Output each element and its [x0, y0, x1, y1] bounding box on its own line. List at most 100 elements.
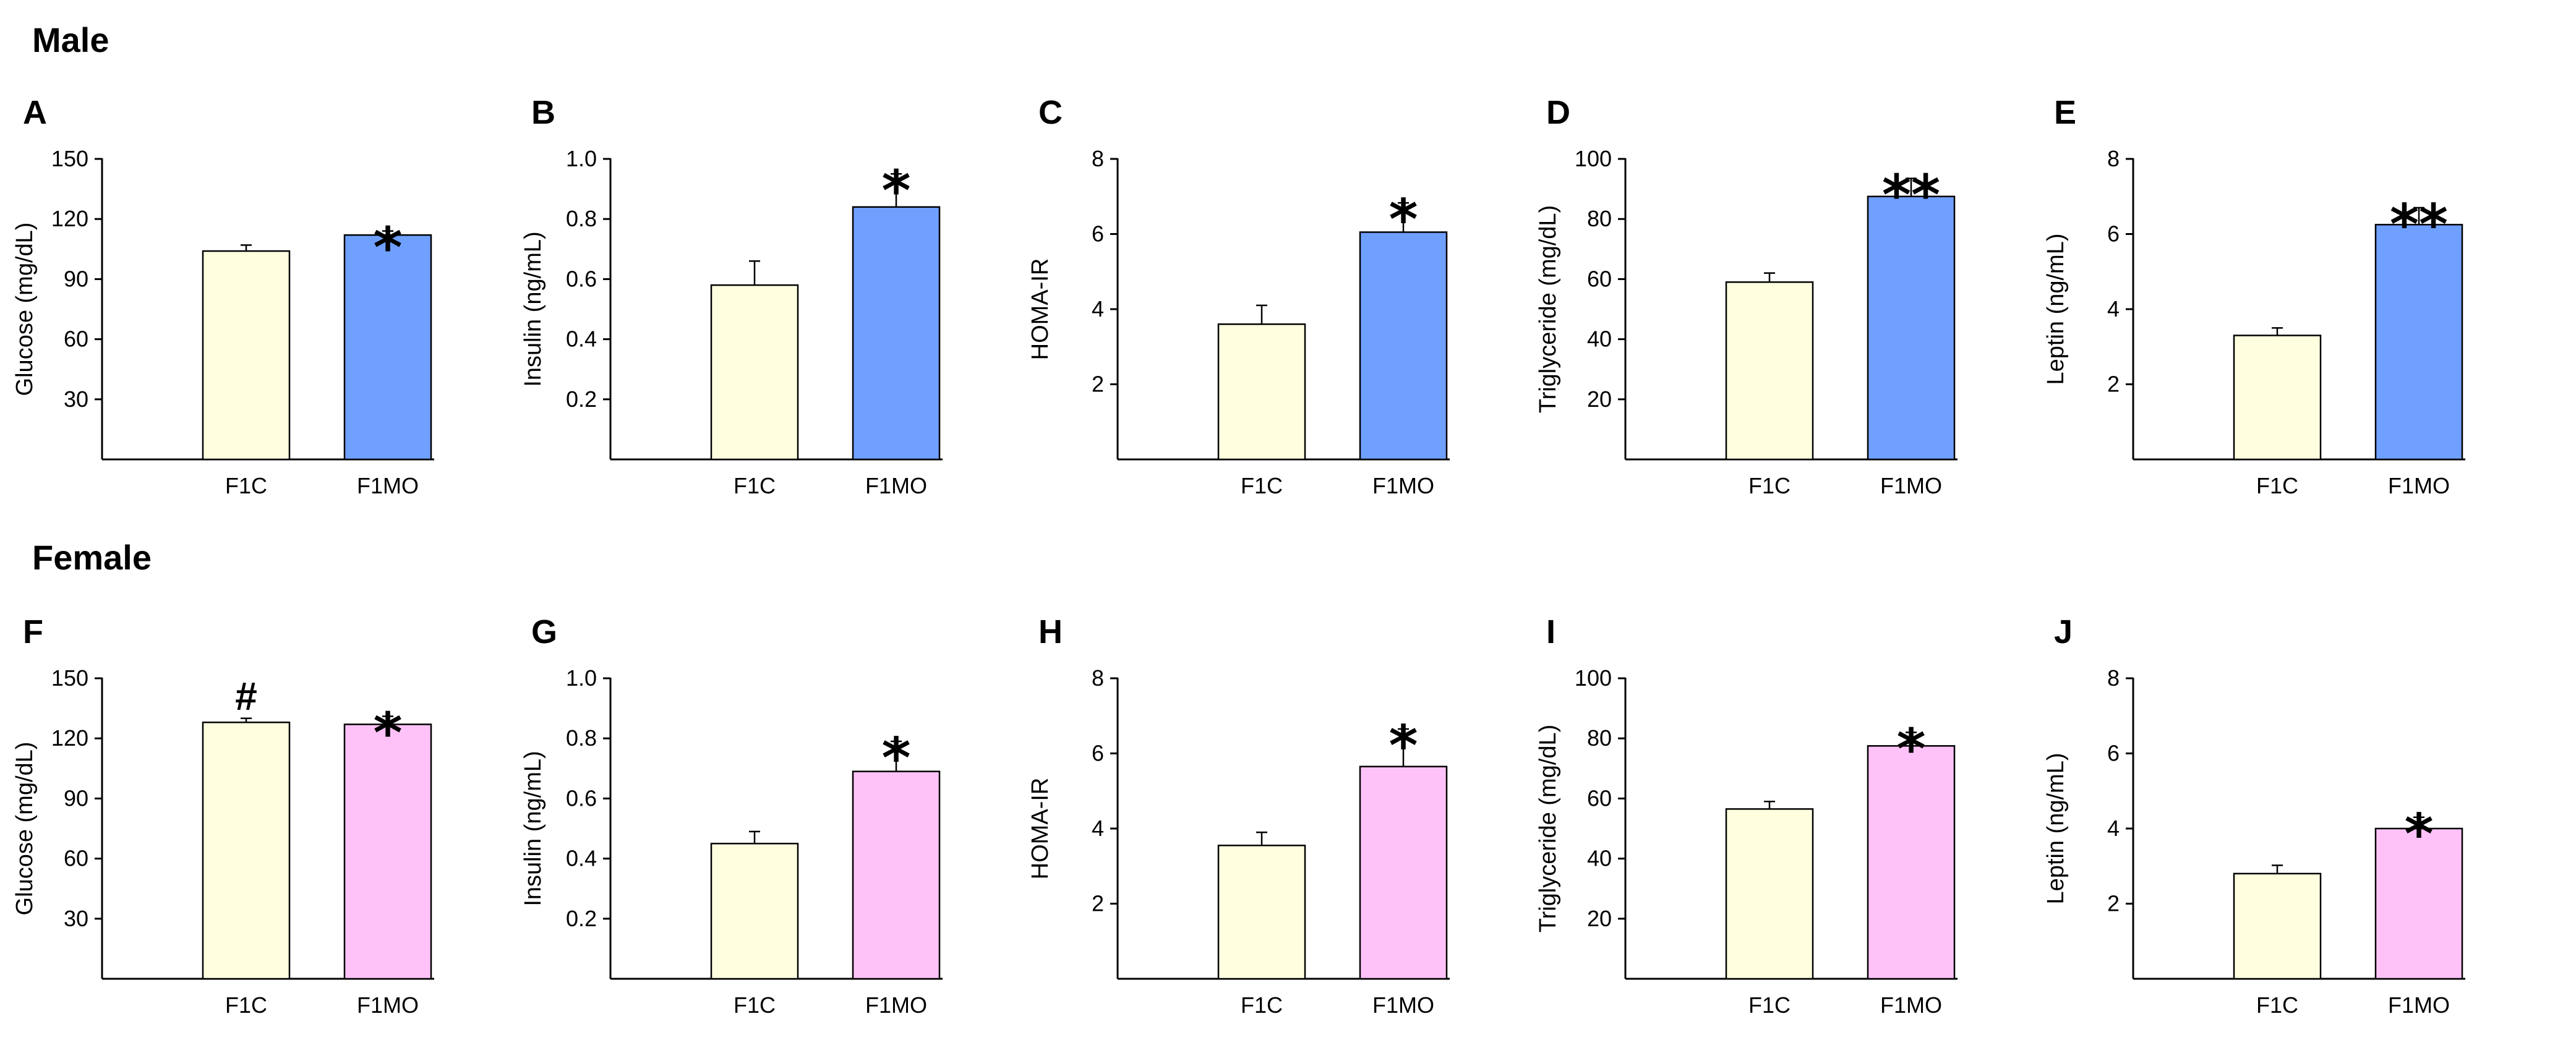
significance-marker: * — [2404, 802, 2433, 867]
y-tick-label: 1.0 — [566, 146, 597, 171]
bar-f1mo — [1867, 745, 1956, 980]
category-label-f1mo: F1MO — [865, 473, 927, 498]
category-label-f1c: F1C — [734, 473, 776, 498]
panel-h: H 2 4 6 8 HOMA-IR F1C F1MO * — [1027, 613, 1450, 1018]
bar-f1mo — [343, 234, 432, 461]
category-label-f1c: F1C — [1748, 473, 1791, 498]
bar-f1c — [1217, 323, 1306, 461]
y-tick-label: 0.6 — [566, 266, 597, 291]
category-label-f1mo: F1MO — [357, 473, 419, 498]
panel-g: G 0.2 0.4 0.6 0.8 1.0 Insulin (ng/mL) F1C F1MO * — [520, 613, 943, 1018]
y-tick-label: 8 — [1092, 146, 1104, 171]
y-tick-label: 6 — [1092, 741, 1104, 766]
y-tick-label: 6 — [2107, 221, 2120, 247]
bar-f1c — [710, 284, 799, 461]
category-label-f1mo: F1MO — [2388, 473, 2450, 498]
panel-letter-f: F — [23, 613, 43, 650]
category-label-f1mo: F1MO — [865, 992, 927, 1018]
bar-f1c — [2233, 872, 2322, 980]
panel-letter-g: G — [531, 613, 557, 650]
panel-i: I 20 40 60 80 100 Triglyceride (mg/dL) F1C F1MO * — [1535, 613, 1958, 1018]
panel-letter-h: H — [1038, 613, 1063, 650]
bar-f1c — [202, 250, 291, 461]
y-tick-label: 80 — [1587, 206, 1612, 231]
panel-d: D 20 40 60 80 100 Triglyceride (mg/dL) F1C F1MO *… — [1535, 94, 1958, 498]
significance-marker: * — [1389, 714, 1418, 778]
y-axis-title: HOMA-IR — [1027, 778, 1053, 880]
y-tick-label: 60 — [1587, 785, 1612, 811]
y-tick-label: 40 — [1587, 326, 1612, 352]
significance-marker: * — [1896, 717, 1925, 782]
y-tick-label: 40 — [1587, 846, 1612, 871]
bar-f1c — [202, 722, 291, 980]
category-label-f1mo: F1MO — [357, 992, 419, 1018]
y-axis-title: Insulin (ng/mL) — [520, 751, 546, 906]
y-axis-title: Glucose (mg/dL) — [12, 223, 38, 396]
y-tick-label: 4 — [1092, 816, 1104, 841]
y-tick-label: 20 — [1587, 906, 1612, 931]
y-tick-label: 8 — [2107, 146, 2120, 171]
category-label-f1c: F1C — [1241, 473, 1283, 498]
y-tick-label: 0.2 — [566, 386, 597, 412]
bar-f1c — [1725, 281, 1814, 461]
y-tick-label: 30 — [64, 386, 88, 412]
panel-letter-e: E — [2054, 94, 2076, 131]
panel-f: F 30 60 90 120 150 Glucose (mg/dL) F1C # F1MO * — [12, 613, 434, 1018]
panel-letter-b: B — [531, 94, 555, 131]
y-tick-label: 2 — [1092, 372, 1104, 397]
y-tick-label: 150 — [51, 146, 88, 171]
panel-e: E 2 4 6 8 Leptin (ng/mL) F1C F1MO ** — [2043, 94, 2465, 498]
significance-marker: * — [1389, 187, 1418, 252]
y-tick-label: 2 — [2107, 891, 2120, 916]
y-tick-label: 6 — [1092, 221, 1104, 247]
y-tick-label: 150 — [51, 665, 88, 691]
significance-marker: * — [373, 216, 402, 281]
y-tick-label: 4 — [2107, 296, 2120, 322]
y-tick-label: 60 — [64, 846, 88, 871]
y-tick-label: 120 — [51, 206, 88, 231]
y-tick-label: 0.2 — [566, 906, 597, 931]
panel-a: A 30 60 90 120 150 Glucose (mg/dL) F1C F1MO * — [12, 94, 434, 498]
bar-f1mo — [2374, 827, 2463, 980]
y-axis-title: Leptin (ng/mL) — [2043, 752, 2069, 904]
y-tick-label: 1.0 — [566, 665, 597, 691]
category-label-f1mo: F1MO — [1372, 992, 1434, 1018]
y-axis-title: Leptin (ng/mL) — [2043, 233, 2069, 385]
category-label-f1c: F1C — [2256, 473, 2298, 498]
category-label-f1mo: F1MO — [1880, 992, 1942, 1018]
y-tick-label: 2 — [2107, 372, 2120, 397]
section-title-male: Male — [32, 20, 109, 59]
y-tick-label: 0.6 — [566, 785, 597, 811]
y-tick-label: 30 — [64, 906, 88, 931]
significance-marker: * — [881, 158, 910, 223]
bar-f1c — [2233, 335, 2322, 461]
category-label-f1c: F1C — [225, 992, 267, 1018]
y-tick-label: 2 — [1092, 891, 1104, 916]
category-label-f1mo: F1MO — [2388, 992, 2450, 1018]
category-label-f1c: F1C — [1748, 992, 1791, 1018]
bar-f1mo — [1359, 765, 1448, 980]
bar-f1mo — [852, 206, 941, 461]
significance-marker: * — [881, 726, 910, 791]
y-tick-label: 0.4 — [566, 326, 597, 352]
significance-marker: ** — [2390, 192, 2448, 257]
category-label-f1mo: F1MO — [1372, 473, 1434, 498]
y-axis-title: Triglyceride (mg/dL) — [1535, 205, 1561, 413]
category-label-f1c: F1C — [2256, 992, 2298, 1018]
y-tick-label: 100 — [1575, 146, 1612, 171]
y-tick-label: 0.8 — [566, 725, 597, 751]
y-axis-title: Triglyceride (mg/dL) — [1535, 725, 1561, 932]
y-axis-title: HOMA-IR — [1027, 258, 1053, 360]
section-title-female: Female — [32, 538, 152, 577]
y-tick-label: 0.8 — [566, 206, 597, 231]
y-tick-label: 20 — [1587, 386, 1612, 412]
panel-letter-a: A — [23, 94, 47, 131]
y-tick-label: 60 — [1587, 266, 1612, 291]
y-tick-label: 8 — [2107, 665, 2120, 691]
y-tick-label: 4 — [1092, 296, 1104, 322]
bar-f1mo — [1359, 231, 1448, 461]
bar-f1c — [1217, 845, 1306, 980]
panel-letter-c: C — [1038, 94, 1063, 131]
significance-marker: ** — [1882, 163, 1940, 228]
